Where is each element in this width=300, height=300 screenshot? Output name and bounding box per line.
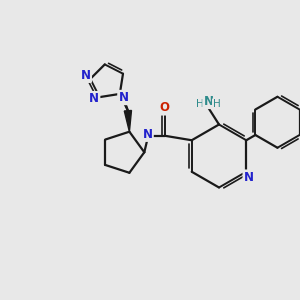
Text: N: N: [89, 92, 99, 105]
Text: N: N: [142, 128, 153, 141]
Text: H: H: [213, 99, 221, 110]
Text: N: N: [244, 171, 254, 184]
Polygon shape: [124, 110, 131, 132]
Text: N: N: [203, 95, 214, 108]
Text: N: N: [118, 91, 128, 104]
Text: O: O: [160, 101, 170, 114]
Text: H: H: [196, 99, 204, 110]
Text: N: N: [81, 69, 91, 82]
